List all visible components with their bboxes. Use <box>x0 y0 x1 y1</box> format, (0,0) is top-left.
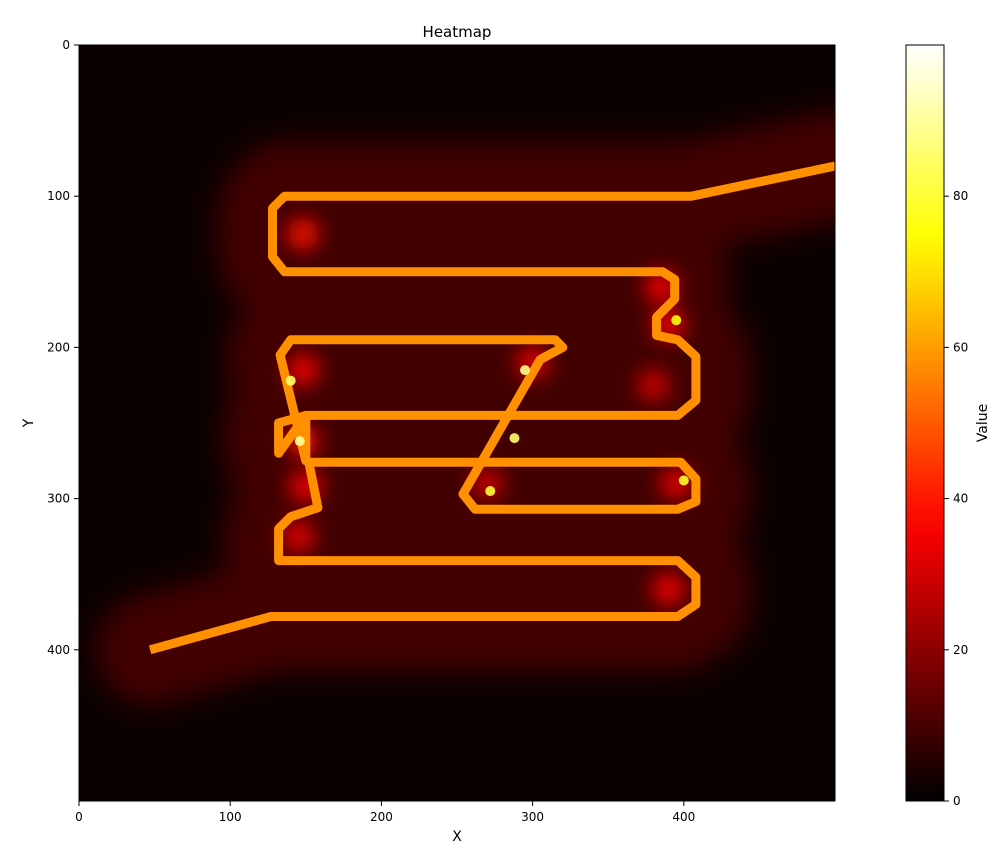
heatmap-halo-layer <box>95 111 835 705</box>
colorbar <box>905 44 945 802</box>
heatmap-hotspot-4 <box>282 520 315 553</box>
heatmap-path-hotspot-0 <box>294 436 305 447</box>
heatmap-path-hotspot-4 <box>485 486 496 497</box>
colorbar-tick-label: 40 <box>953 492 968 506</box>
chart-title: Heatmap <box>423 23 492 41</box>
y-tick-label: 100 <box>47 189 70 203</box>
y-tick-label: 0 <box>62 38 70 52</box>
colorbar-axis: 0 20 40 60 80 <box>944 189 968 808</box>
heatmap-path-layer <box>148 161 835 655</box>
heatmap-hotspot-11 <box>652 573 685 606</box>
y-axis-label: Y <box>21 418 37 428</box>
x-tick-label: 100 <box>219 810 242 824</box>
plot-frame <box>78 44 836 802</box>
heatmap-plot-area <box>79 45 835 801</box>
x-tick-label: 0 <box>75 810 83 824</box>
x-tick-label: 400 <box>672 810 695 824</box>
y-axis: 0 100 200 300 400 <box>47 38 79 657</box>
y-tick-label: 300 <box>47 492 70 506</box>
x-tick-label: 200 <box>370 810 393 824</box>
heatmap-halo <box>95 111 835 705</box>
colorbar-tick-label: 60 <box>953 340 968 354</box>
x-axis: 0 100 200 300 400 <box>75 801 695 824</box>
heatmap-hotspot-8 <box>637 369 670 402</box>
heatmap-path-hotspot-6 <box>678 475 689 486</box>
colorbar-tick-label: 80 <box>953 189 968 203</box>
colorbar-label: Value <box>975 404 991 442</box>
heatmap-path-hotspot-5 <box>671 315 682 326</box>
heatmap-path <box>148 161 835 655</box>
x-tick-label: 300 <box>521 810 544 824</box>
y-tick-label: 400 <box>47 643 70 657</box>
heatmap-hotspot-0 <box>286 218 319 250</box>
colorbar-tick-label: 20 <box>953 643 968 657</box>
heatmap-path-hotspot-2 <box>520 365 531 376</box>
colorbar-tick-label: 0 <box>953 794 961 808</box>
heatmap-path-hotspot-1 <box>285 375 296 386</box>
x-axis-label: X <box>452 829 462 845</box>
heatmap-path-hotspot-3 <box>509 433 520 444</box>
y-tick-label: 200 <box>47 340 70 354</box>
